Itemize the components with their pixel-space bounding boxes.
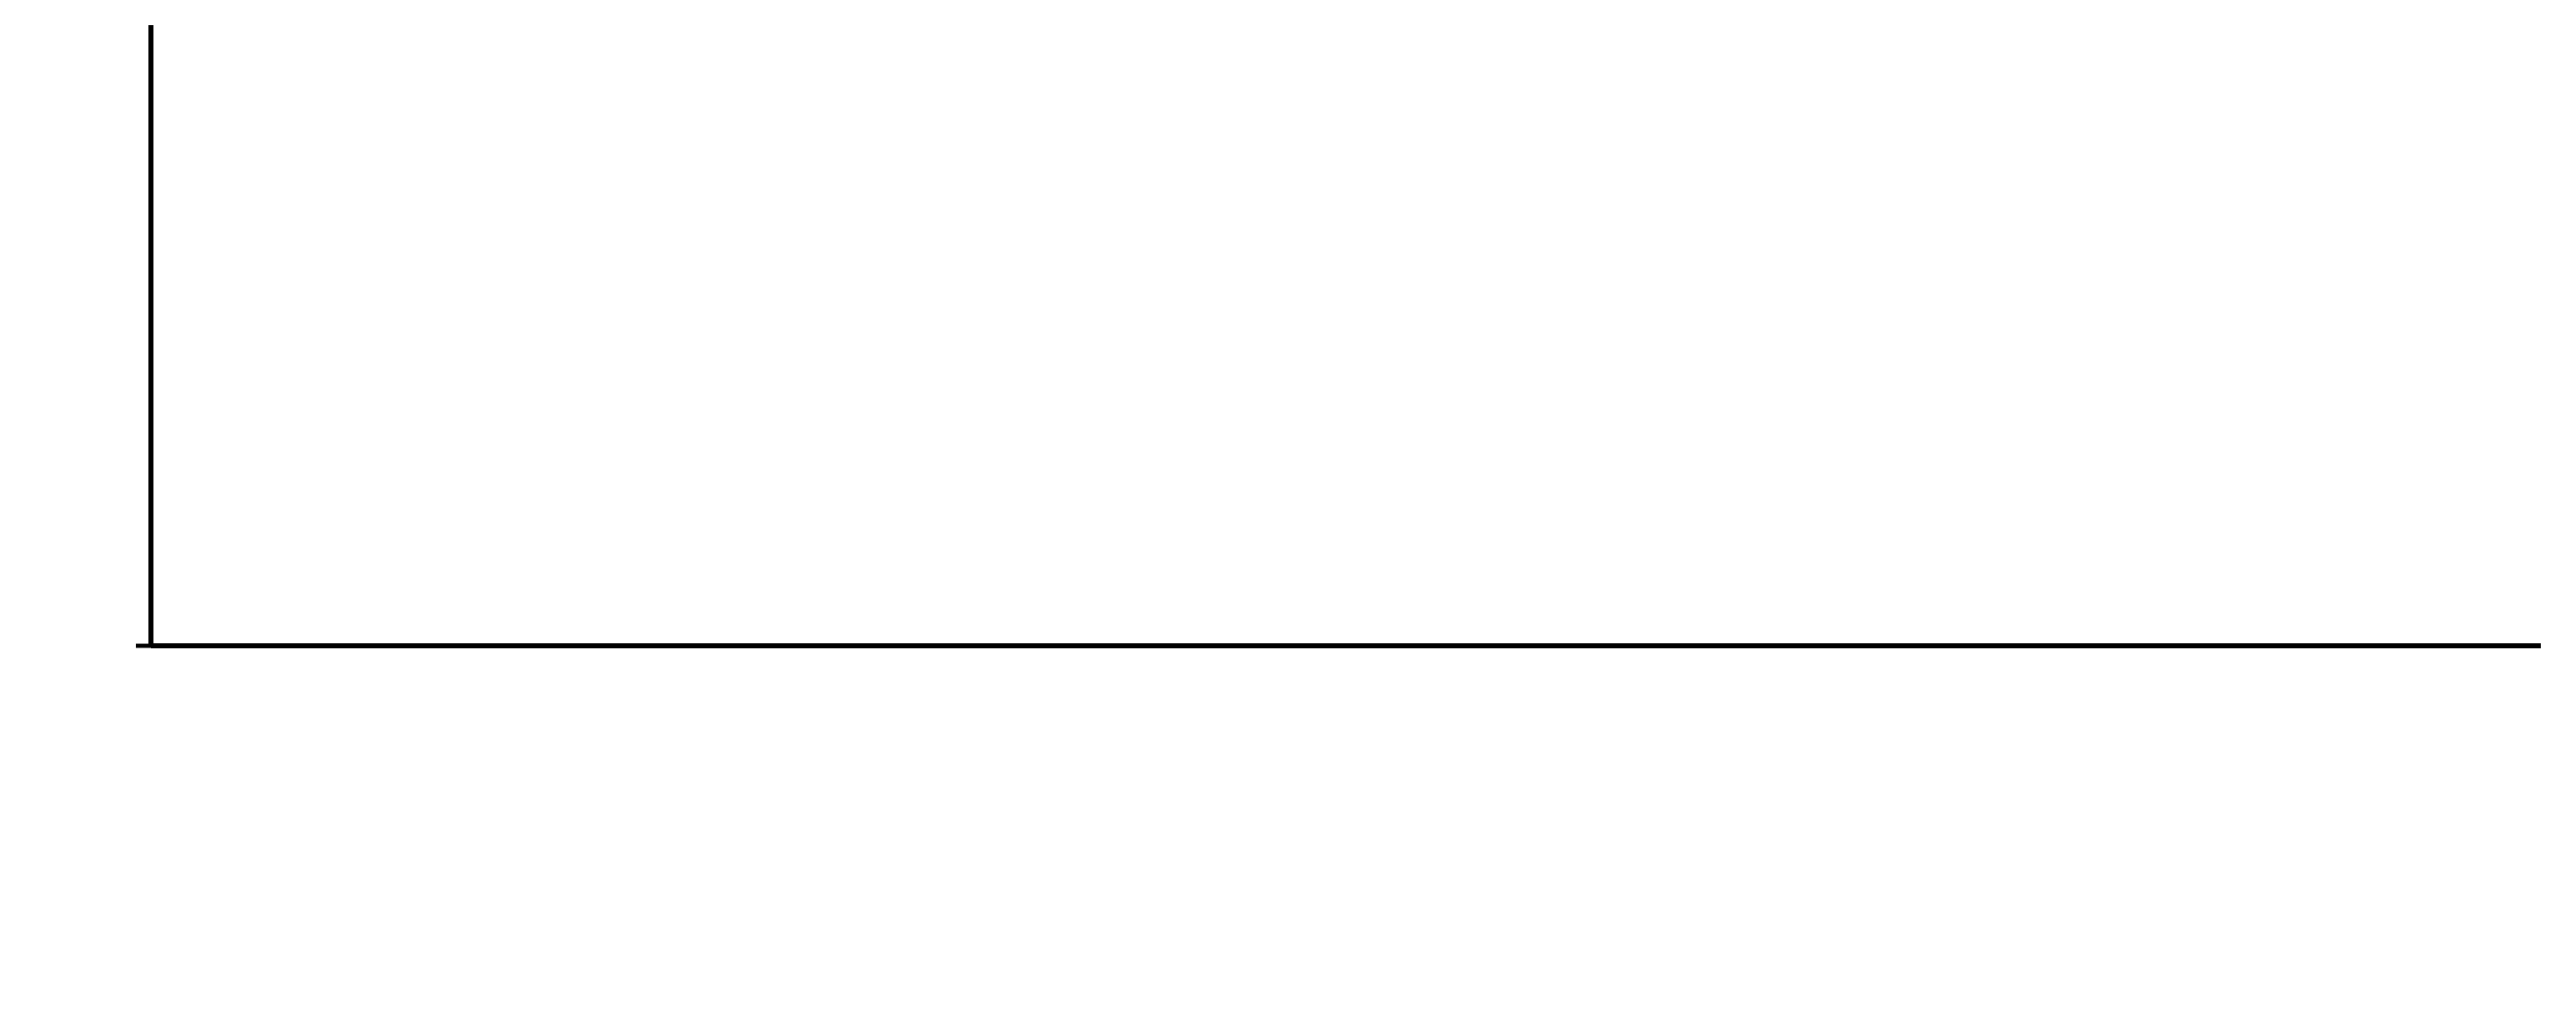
chart-background [0,0,2576,1014]
cea-line-chart [0,0,2576,1014]
